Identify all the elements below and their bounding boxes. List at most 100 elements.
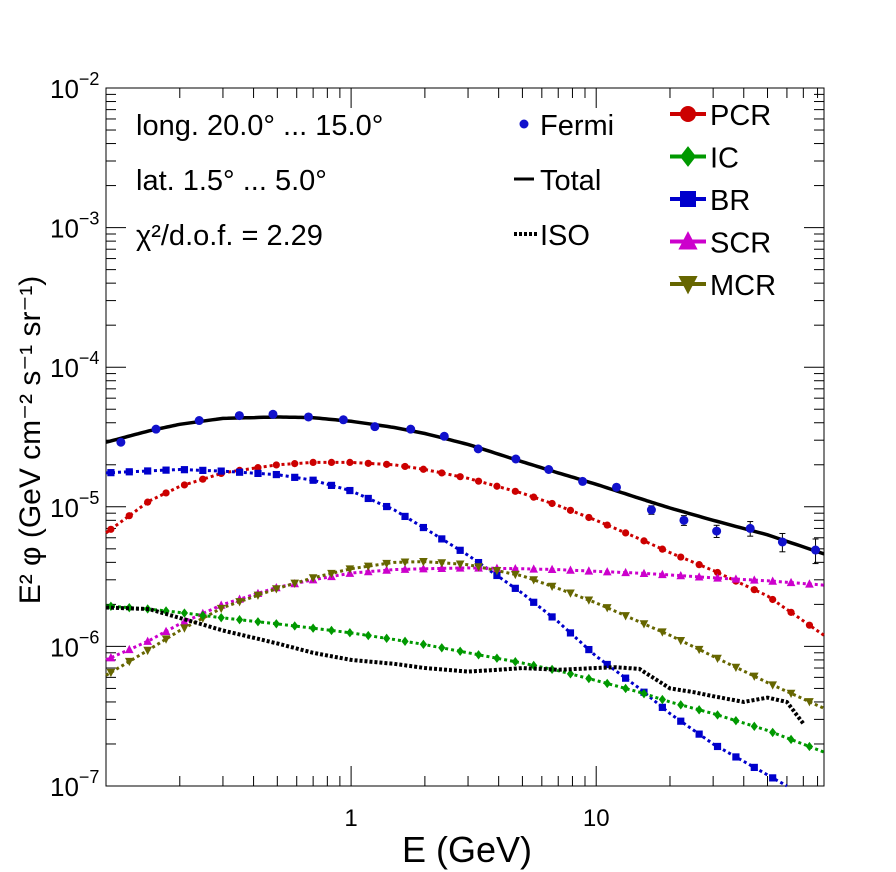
marker	[713, 568, 722, 577]
fermi-point	[679, 515, 689, 525]
marker	[658, 545, 666, 553]
marker	[106, 653, 116, 662]
marker	[768, 681, 777, 690]
marker	[805, 741, 814, 752]
legend-item-fermi: Fermi	[519, 110, 614, 142]
marker	[658, 569, 667, 579]
marker	[786, 577, 796, 587]
series-br	[105, 466, 788, 788]
series-scr	[105, 563, 825, 662]
marker	[199, 475, 207, 483]
legend-label: BR	[710, 185, 750, 217]
marker	[750, 721, 758, 732]
x-tick-label: 1	[344, 805, 357, 832]
marker	[713, 710, 722, 720]
marker	[438, 643, 446, 653]
marker	[695, 705, 703, 715]
marker	[750, 586, 758, 594]
fermi-point	[578, 476, 588, 486]
y-tick-exponent: −4	[79, 348, 100, 368]
fermi-point	[712, 526, 722, 536]
fermi-point	[544, 465, 554, 475]
marker	[272, 585, 281, 594]
marker	[602, 604, 612, 613]
y-tick-label: 10−6	[50, 627, 99, 662]
marker	[308, 574, 318, 583]
marker	[143, 646, 152, 656]
marker	[530, 598, 538, 606]
y-tick-label: 10−3	[50, 209, 99, 244]
marker	[272, 619, 280, 629]
marker	[677, 717, 685, 725]
y-tick-label: 10−5	[50, 488, 99, 523]
marker	[731, 574, 741, 583]
marker	[383, 460, 391, 468]
legend-label: PCR	[710, 100, 771, 132]
marker	[419, 465, 428, 473]
marker	[474, 477, 483, 485]
y-tick-label: 10−4	[50, 348, 99, 383]
marker	[547, 582, 557, 591]
marker	[603, 678, 611, 689]
marker	[291, 621, 299, 631]
marker	[125, 468, 133, 476]
marker	[235, 468, 244, 476]
marker	[603, 660, 611, 669]
marker	[732, 753, 740, 761]
marker	[364, 494, 372, 503]
tick-labels: 1 10 10−7 10−6 10−5 10−4 10−3 10−2	[50, 69, 610, 832]
marker	[107, 525, 115, 533]
fermi-point	[151, 424, 161, 434]
marker	[180, 608, 189, 618]
legend-label: Total	[540, 165, 601, 197]
series-pcr	[105, 458, 825, 637]
marker	[621, 612, 630, 621]
series-mcr	[105, 558, 825, 710]
marker	[345, 565, 355, 574]
marker	[383, 502, 391, 511]
marker	[346, 458, 354, 466]
plot-frame	[105, 87, 825, 787]
fermi-point	[777, 537, 787, 547]
marker	[124, 657, 134, 667]
marker	[346, 628, 354, 638]
curve-mcr	[105, 560, 825, 710]
marker	[309, 476, 317, 484]
marker	[144, 498, 152, 506]
fermi-point	[234, 411, 244, 421]
legend-label: Fermi	[540, 110, 614, 142]
series-ic	[105, 601, 825, 754]
marker	[400, 564, 410, 573]
marker	[769, 774, 777, 782]
y-tick-exponent: −6	[79, 627, 100, 647]
marker	[253, 591, 263, 600]
marker	[456, 473, 464, 481]
marker	[254, 469, 262, 477]
fermi-point	[745, 523, 755, 533]
marker	[419, 558, 428, 567]
legend-item-mcr: MCR	[670, 270, 776, 302]
marker	[474, 558, 483, 567]
marker	[713, 742, 722, 751]
marker	[162, 606, 170, 616]
marker	[401, 636, 409, 646]
fermi-point	[611, 482, 621, 492]
marker	[493, 482, 501, 490]
axis-ticks	[105, 88, 824, 787]
marker	[732, 715, 740, 726]
legend-right: PCR IC BR SCR MCR	[670, 100, 776, 302]
marker	[547, 564, 557, 574]
series-layer	[105, 415, 825, 788]
x-tick-label: 10	[583, 805, 610, 832]
marker	[180, 481, 189, 489]
marker	[585, 673, 593, 684]
fermi-point	[473, 444, 483, 454]
marker	[474, 650, 483, 660]
marker	[511, 657, 519, 667]
legend-left: Fermi Total ISO	[514, 110, 614, 252]
marker	[584, 566, 594, 575]
marker	[585, 645, 593, 654]
marker	[364, 459, 372, 467]
y-tick-label: 10−2	[50, 69, 99, 104]
